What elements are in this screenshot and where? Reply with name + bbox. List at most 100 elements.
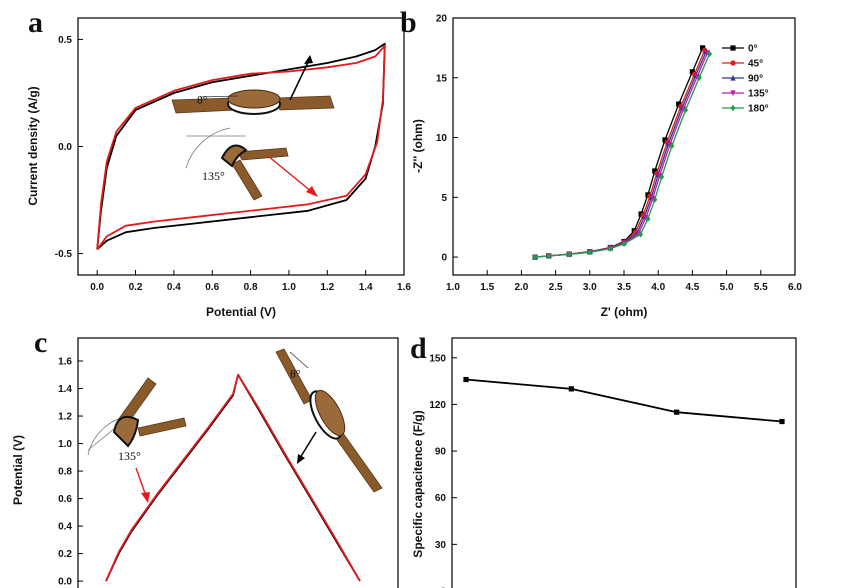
panel-a-x-tick-label: 1.0 <box>282 282 296 293</box>
panel-c-chart: 0.0 0.2 0.4 0.6 0.8 1.0 1.2 1.4 1.6 135° θ° Pote… <box>11 337 399 588</box>
panel-d-data-point <box>779 418 785 425</box>
panel-b-x-tick-label: 6.0 <box>788 282 802 293</box>
panel-d-frame <box>451 337 797 588</box>
panel-c-ticks: 0.0 0.2 0.4 0.6 0.8 1.0 1.2 1.4 1.6 <box>58 357 83 588</box>
panel-d-y-tick-label: 60 <box>435 493 447 504</box>
panel-b-legend: 0° 45° 90° 135° 180° <box>722 44 769 115</box>
panel-b-data-point <box>704 50 711 56</box>
panel-a-angle-theta-label: θ° <box>197 93 208 107</box>
panel-letter-a: a <box>28 6 43 39</box>
panel-b-data-point <box>566 251 572 258</box>
legend-label: 0° <box>748 44 758 55</box>
panel-b-x-tick-label: 3.5 <box>617 282 631 293</box>
panel-letter-b: b <box>400 6 417 39</box>
panel-b-data-point <box>546 252 552 259</box>
legend-swatch-marker <box>730 45 736 51</box>
panel-a-device-flat-illustration <box>171 55 335 115</box>
panel-b-data-point <box>659 173 665 181</box>
panel-b-data-point <box>694 73 700 80</box>
panel-d-series <box>463 376 785 425</box>
panel-b-data-point <box>656 173 663 179</box>
panel-c-device-bent-illustration <box>87 377 187 503</box>
panel-b-x-tick-label: 4.5 <box>685 282 699 293</box>
panel-b-x-tick-label: 2.0 <box>514 282 528 293</box>
panel-a-y-axis-title: Current density (A/g) <box>26 86 40 205</box>
panel-b-x-tick-label: 2.5 <box>549 282 563 293</box>
panel-b-x-tick-label: 3.0 <box>583 282 597 293</box>
panel-c-y-tick-label: 1.2 <box>58 412 72 423</box>
panel-b-data-point <box>669 142 675 150</box>
panel-a-x-tick-label: 0.8 <box>244 282 258 293</box>
panel-b-y-tick-label: 0 <box>441 253 447 264</box>
panel-b-data-point <box>637 231 644 238</box>
panel-d-y-tick-label: 0 <box>440 587 446 588</box>
panel-a-series-line-0 <box>96 42 386 250</box>
panel-a-x-axis-title: Potential (V) <box>206 305 276 319</box>
panel-a-x-tick-label: 1.2 <box>320 282 334 293</box>
panel-b-x-tick-label: 1.5 <box>480 282 494 293</box>
panel-b-frame <box>452 17 796 276</box>
panel-a-x-tick-label: 0.2 <box>129 282 143 293</box>
panel-b-ticks: 1.0 1.5 2.0 2.5 3.0 3.5 4.0 4.5 5.0 5.5 6.0 0 5 10 15 2… <box>436 14 803 294</box>
panel-d-chart: 0 30 60 90 120 150 Specific capacitence (F/g) <box>411 337 797 588</box>
panel-b-chart: 1.0 1.5 2.0 2.5 3.0 3.5 4.0 4.5 5.0 5.5 6.0 0 5 10 15 2… <box>411 14 802 320</box>
legend-label: 135° <box>748 89 769 100</box>
panel-c-y-tick-label: 0.0 <box>58 577 72 588</box>
panel-b-data-point <box>706 50 713 57</box>
legend-swatch-marker <box>730 104 736 112</box>
panel-b-data-point <box>700 45 706 51</box>
panel-letter-d: d <box>410 332 427 365</box>
panel-a-ticks: 0.0 0.2 0.4 0.6 0.8 1.0 1.2 1.4 1.6 -0.5 0.0 0.5 <box>55 35 412 293</box>
panel-a-y-tick-label: 0.5 <box>58 35 72 46</box>
panel-b-y-axis-title: -Z'' (ohm) <box>411 119 425 173</box>
panel-b-series-line-4 <box>535 53 711 258</box>
panel-a-x-tick-label: 1.6 <box>397 282 411 293</box>
panel-b-data-point <box>587 249 593 256</box>
panel-c-y-tick-label: 0.2 <box>58 549 72 560</box>
panel-c-series-line-1 <box>105 373 361 582</box>
panel-b-data-point <box>662 137 668 143</box>
panel-b-x-tick-label: 5.5 <box>754 282 768 293</box>
panel-d-y-axis-title: Specific capacitence (F/g) <box>411 410 425 557</box>
panel-d-series-line <box>465 378 783 423</box>
panel-b-data-point <box>682 106 689 114</box>
legend-swatch-marker <box>730 90 736 97</box>
panel-d-data-point <box>463 376 469 383</box>
panel-b-data-point <box>532 253 538 261</box>
panel-b-y-tick-label: 15 <box>436 73 448 84</box>
panel-b-data-point <box>645 215 651 222</box>
panel-b-y-tick-label: 5 <box>441 193 447 204</box>
panel-b-data-point <box>643 215 649 221</box>
panel-b-series-line-1 <box>535 50 706 258</box>
panel-d-y-tick-label: 30 <box>435 540 447 551</box>
panel-c-y-tick-label: 1.6 <box>58 357 72 368</box>
panel-b-x-tick-label: 4.0 <box>651 282 665 293</box>
panel-letter-c: c <box>34 326 47 359</box>
panel-a-x-tick-label: 0.6 <box>205 282 219 293</box>
panel-d-data-point <box>674 409 680 415</box>
panel-c-frame <box>77 337 399 588</box>
panel-d-ticks: 0 30 60 90 120 150 <box>429 353 457 588</box>
panel-a-x-tick-label: 0.0 <box>90 282 104 293</box>
panel-c-y-tick-label: 0.8 <box>58 467 72 478</box>
panel-a-series-line-1 <box>96 44 386 250</box>
panel-b-data-point <box>680 106 687 112</box>
panel-b-x-tick-label: 1.0 <box>446 282 460 293</box>
panel-d-y-tick-label: 90 <box>435 447 447 458</box>
panel-b-series <box>532 45 713 261</box>
panel-b-data-point <box>667 142 673 148</box>
panel-d-y-tick-label: 120 <box>429 400 446 411</box>
panel-b-data-point <box>607 245 613 252</box>
panel-b-y-tick-label: 20 <box>436 14 448 25</box>
panel-a-angle-135-label: 135° <box>202 169 225 183</box>
legend-label: 180° <box>748 104 769 115</box>
legend-swatch-marker <box>730 74 736 81</box>
panel-a-x-tick-label: 1.4 <box>359 282 373 293</box>
panel-c-y-axis-title: Potential (V) <box>11 435 25 505</box>
panel-c-y-tick-label: 1.4 <box>58 384 72 395</box>
panel-a-y-tick-label: -0.5 <box>55 249 73 260</box>
panel-b-data-point <box>621 240 627 248</box>
panel-a-series <box>96 42 386 250</box>
panel-b-x-axis-title: Z' (ohm) <box>601 305 648 319</box>
